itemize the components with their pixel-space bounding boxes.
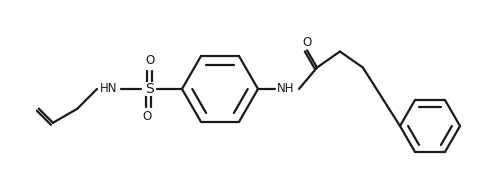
Text: O: O xyxy=(142,110,152,123)
Text: NH: NH xyxy=(277,83,295,96)
Text: HN: HN xyxy=(100,83,118,96)
Text: O: O xyxy=(145,54,155,68)
Text: O: O xyxy=(303,36,312,49)
Text: S: S xyxy=(144,82,153,96)
